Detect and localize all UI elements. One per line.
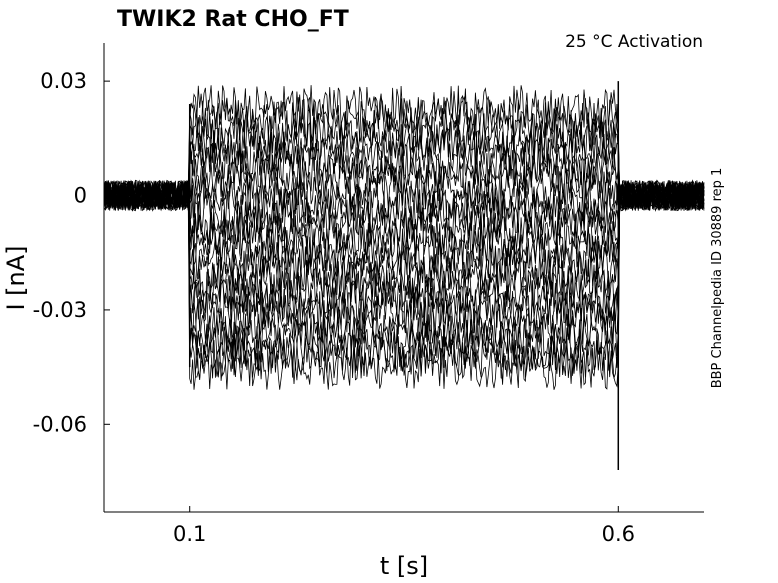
y-tick-label: 0	[74, 184, 87, 208]
trace-19	[103, 141, 705, 210]
trace-20	[103, 129, 705, 211]
traces-group	[103, 81, 705, 471]
x-tick-label: 0.1	[173, 522, 206, 546]
x-tick-label: 0.6	[602, 522, 635, 546]
y-tick-label: -0.03	[33, 298, 87, 322]
trace-11	[103, 179, 705, 281]
y-tick-label: -0.06	[33, 412, 87, 436]
y-tick-label: 0.03	[40, 69, 87, 93]
chart-annotation: 25 °C Activation	[565, 32, 703, 52]
trace-21	[103, 118, 705, 212]
x-ticks-group: 0.1 0.6	[173, 506, 635, 546]
trace-1	[103, 180, 705, 390]
trace-9	[103, 180, 705, 303]
trace-7	[103, 179, 705, 326]
y-ticks-group: 0.03 0 -0.03 -0.06	[33, 69, 110, 436]
trace-3	[103, 180, 705, 371]
y-axis-label: I [nA]	[2, 245, 30, 310]
x-axis-label: t [s]	[380, 552, 428, 580]
chart-title: TWIK2 Rat CHO_FT	[117, 7, 349, 32]
trace-23	[103, 96, 705, 211]
side-label: BBP Channelpedia ID 30889 rep 1	[710, 168, 725, 389]
trace-24	[103, 85, 705, 211]
trace-10	[103, 179, 705, 293]
